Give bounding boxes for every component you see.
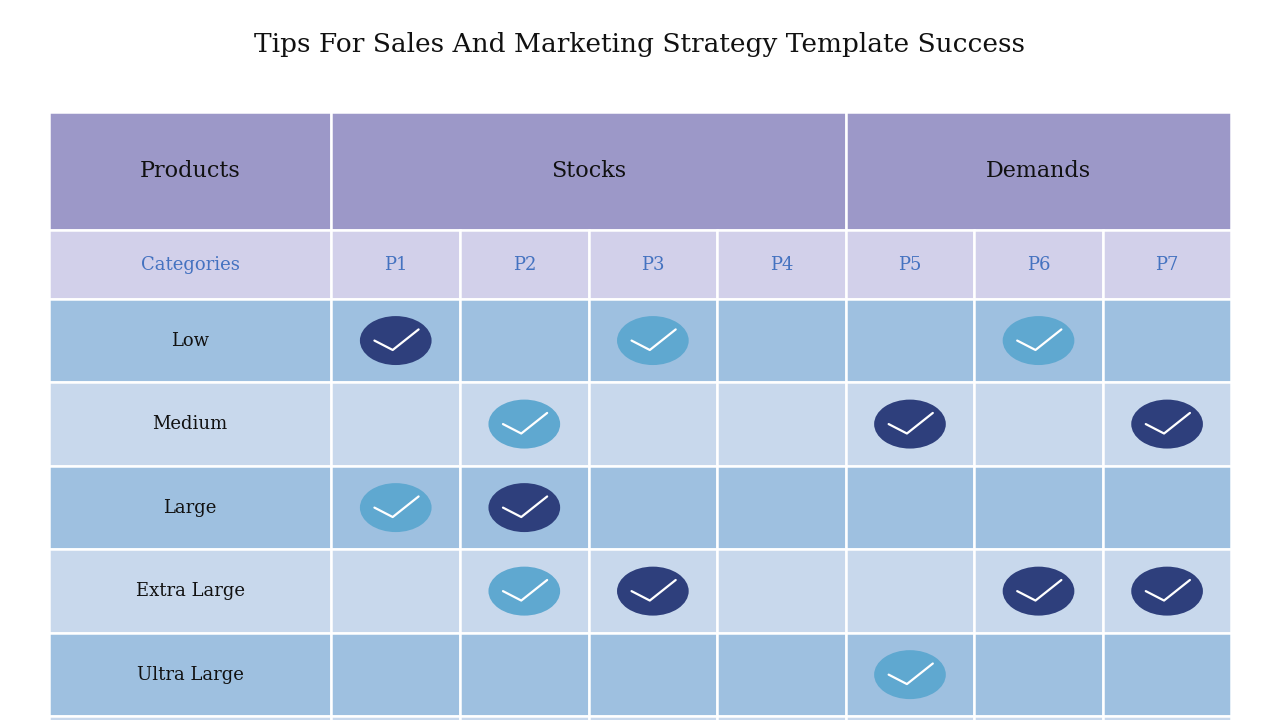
Text: Demands: Demands <box>986 160 1091 182</box>
Bar <box>846 466 974 549</box>
Bar <box>974 633 1103 716</box>
Ellipse shape <box>360 483 431 532</box>
Bar <box>589 382 717 466</box>
Text: Tips For Sales And Marketing Strategy Template Success: Tips For Sales And Marketing Strategy Te… <box>255 32 1025 58</box>
Bar <box>49 299 332 382</box>
Bar <box>589 633 717 716</box>
Bar <box>1103 549 1231 633</box>
Text: P6: P6 <box>1027 256 1051 274</box>
Bar <box>846 230 974 299</box>
Text: Ultra Large: Ultra Large <box>137 665 243 684</box>
Bar <box>589 230 717 299</box>
Ellipse shape <box>489 567 561 616</box>
Bar <box>589 549 717 633</box>
Bar <box>974 299 1103 382</box>
Bar <box>49 716 332 720</box>
Text: P7: P7 <box>1156 256 1179 274</box>
Bar <box>1103 382 1231 466</box>
Bar <box>846 112 1231 230</box>
Bar <box>460 230 589 299</box>
Bar <box>332 112 846 230</box>
Bar <box>717 382 846 466</box>
Bar <box>332 466 460 549</box>
Bar <box>332 299 460 382</box>
Text: Extra Large: Extra Large <box>136 582 244 600</box>
Bar <box>589 716 717 720</box>
Text: P4: P4 <box>769 256 794 274</box>
Bar <box>1103 299 1231 382</box>
Text: P5: P5 <box>899 256 922 274</box>
Bar <box>332 549 460 633</box>
Ellipse shape <box>1002 567 1074 616</box>
Bar <box>1103 230 1231 299</box>
Bar <box>717 299 846 382</box>
Bar <box>589 299 717 382</box>
Text: Low: Low <box>172 331 209 349</box>
Bar <box>460 716 589 720</box>
Bar <box>460 382 589 466</box>
Bar <box>460 299 589 382</box>
Bar <box>49 112 332 230</box>
Bar <box>49 549 332 633</box>
Ellipse shape <box>617 316 689 365</box>
Bar <box>49 633 332 716</box>
Bar <box>846 299 974 382</box>
Bar <box>460 549 589 633</box>
Bar <box>846 382 974 466</box>
Bar <box>846 633 974 716</box>
Bar <box>846 716 974 720</box>
Bar <box>1103 716 1231 720</box>
Bar <box>717 549 846 633</box>
Text: P2: P2 <box>512 256 536 274</box>
Bar <box>332 382 460 466</box>
Text: Large: Large <box>164 498 216 517</box>
Ellipse shape <box>874 650 946 699</box>
Bar <box>49 382 332 466</box>
Ellipse shape <box>874 400 946 449</box>
Bar <box>846 549 974 633</box>
Bar <box>332 633 460 716</box>
Text: Stocks: Stocks <box>550 160 626 182</box>
Bar <box>1103 466 1231 549</box>
Ellipse shape <box>1132 400 1203 449</box>
Bar <box>974 716 1103 720</box>
Bar <box>717 716 846 720</box>
Ellipse shape <box>1132 567 1203 616</box>
Ellipse shape <box>489 400 561 449</box>
Bar <box>717 633 846 716</box>
Bar <box>332 716 460 720</box>
Text: Medium: Medium <box>152 415 228 433</box>
Bar <box>974 382 1103 466</box>
Text: P3: P3 <box>641 256 664 274</box>
Ellipse shape <box>617 567 689 616</box>
Bar <box>460 633 589 716</box>
Ellipse shape <box>360 316 431 365</box>
Ellipse shape <box>1002 316 1074 365</box>
Bar <box>49 466 332 549</box>
Bar <box>1103 633 1231 716</box>
Bar <box>589 466 717 549</box>
Text: Products: Products <box>140 160 241 182</box>
Bar <box>460 466 589 549</box>
Text: P1: P1 <box>384 256 407 274</box>
Bar <box>717 466 846 549</box>
Bar <box>332 230 460 299</box>
Bar <box>974 230 1103 299</box>
Bar <box>974 466 1103 549</box>
Ellipse shape <box>489 483 561 532</box>
Bar <box>49 230 332 299</box>
Bar <box>974 549 1103 633</box>
Text: Categories: Categories <box>141 256 239 274</box>
Bar <box>717 230 846 299</box>
